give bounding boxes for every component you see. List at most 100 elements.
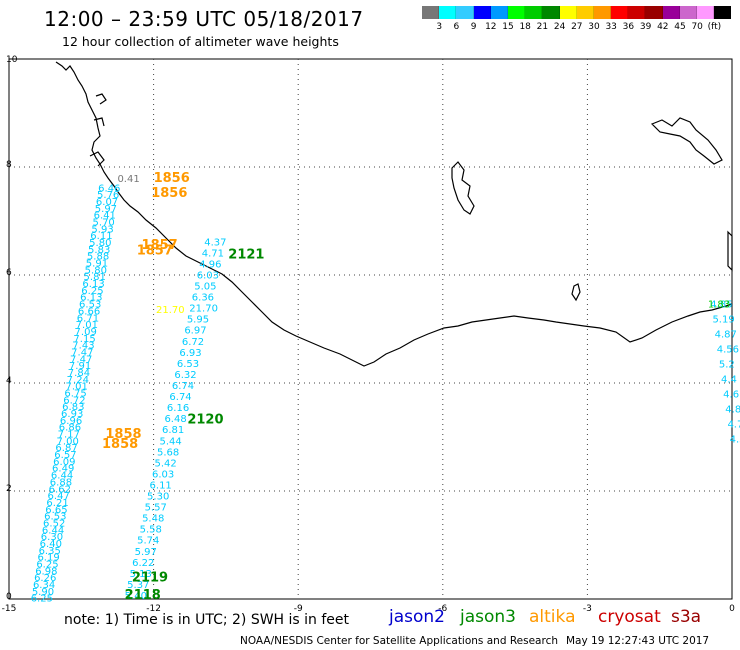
colorbar-label: 24 — [553, 22, 566, 32]
colorbar-label: 39 — [639, 22, 652, 32]
wave-height-value: 7.47 — [71, 347, 93, 358]
colorbar-label: 70 — [691, 22, 703, 32]
wave-height-value: 6.81 — [162, 425, 184, 436]
colorbar-swatch — [714, 6, 732, 19]
colorbar-swatch — [559, 6, 577, 19]
y-tick-label: 8 — [6, 160, 12, 170]
island-east — [650, 117, 723, 165]
wave-height-value: 5.44 — [159, 436, 181, 447]
wave-height-value: 7.09 — [75, 327, 97, 338]
wave-height-value: 5.93 — [91, 224, 113, 235]
x-tick-label: -3 — [583, 604, 592, 614]
wave-height-value: 5.80 — [89, 238, 111, 249]
wave-height-value: 21.70 — [189, 304, 218, 315]
coastline-detail-north — [89, 93, 107, 167]
colorbar-swatch — [628, 6, 646, 19]
wave-height-value: 6.34 — [33, 580, 55, 591]
colorbar-label: 36 — [622, 22, 635, 32]
wave-height-value: 7.24 — [67, 375, 89, 386]
wave-height-value: 6.66 — [78, 306, 100, 317]
wave-height-value: 6.52 — [43, 518, 65, 529]
x-tick-label: -15 — [2, 604, 17, 614]
wave-height-value: 6.48 — [164, 414, 186, 425]
wave-height-value: 6.41 — [94, 211, 116, 222]
y-tick-label: 6 — [6, 268, 12, 278]
wave-height-value: 7.47 — [70, 354, 92, 365]
wave-height-value: 6.32 — [174, 370, 196, 381]
colorbar-swatch — [697, 6, 715, 19]
colorbar-label: 45 — [674, 22, 686, 32]
x-tick-label: -12 — [146, 604, 161, 614]
y-axis-ticks: 0 2 4 6 8 10 — [6, 55, 18, 602]
wave-height-value: 4.5 — [730, 434, 740, 445]
wave-height-value: 6.74 — [169, 392, 191, 403]
wave-height-value: 6.21 — [46, 498, 68, 509]
wave-height-value: 6.03 — [152, 469, 174, 480]
wave-height-value: 5.88 — [87, 252, 109, 263]
wave-height-value: 5.91 — [86, 259, 108, 270]
wave-height-value: 6.93 — [61, 409, 83, 420]
colorbar-label: (ft) — [707, 22, 722, 32]
wave-height-value: 6.16 — [167, 403, 189, 414]
colorbar-swatch — [490, 6, 508, 19]
wave-height-value: 6.57 — [54, 450, 76, 461]
satellite-legend-s3a: s3a — [671, 607, 702, 627]
pass-time-2120: 2120 — [187, 413, 223, 428]
map-subtitle: 12 hour collection of altimeter wave hei… — [62, 34, 339, 49]
grid-lines — [9, 59, 732, 599]
pass-time-1856: 1856 — [154, 171, 190, 186]
colorbar-swatch — [593, 6, 612, 19]
colorbar-label: 15 — [502, 22, 514, 32]
wave-height-value: 5.58 — [140, 525, 162, 536]
wave-height-value: 7.00 — [57, 436, 79, 447]
wave-height-value: 6.72 — [63, 395, 85, 406]
coastline — [55, 61, 733, 367]
y-tick-label: 0 — [6, 592, 12, 602]
satellite-legend-altika: altika — [529, 607, 576, 627]
pass-time-1857: 1857 — [142, 238, 178, 253]
pass-time-2118: 2118 — [125, 588, 161, 603]
wave-height-value: 6.62 — [49, 484, 71, 495]
colorbar-swatch — [576, 6, 594, 19]
altimeter-tracks: 6.465.766.075.976.415.705.936.115.805.83… — [31, 183, 740, 604]
highlighted-values: 21.70 0.41 1.83 — [117, 174, 730, 316]
wave-height-value: 6.44 — [51, 471, 73, 482]
wave-height-value: 5.83 — [88, 245, 110, 256]
wave-height-value: 6.44 — [42, 525, 64, 536]
satellite-legend-jason3: jason3 — [460, 607, 516, 627]
wave-height-value: 6.65 — [45, 505, 67, 516]
colorbar-label: 12 — [485, 22, 497, 32]
wave-height-value: 4.56 — [717, 344, 739, 355]
colorbar-label: 30 — [588, 22, 600, 32]
pass-time-1856: 1856 — [151, 186, 187, 201]
wave-height-value: 5.19 — [712, 314, 734, 325]
satellite-legend-cryosat: cryosat — [598, 607, 661, 627]
y-tick-label: 4 — [6, 376, 12, 386]
colorbar-label: 18 — [519, 22, 531, 32]
wave-height-value: 6.83 — [62, 402, 84, 413]
colorbar-label: 6 — [453, 22, 460, 32]
wave-height-value: 4.87 — [715, 329, 737, 340]
wave-height-value: 6.13 — [80, 293, 102, 304]
wave-height-value: 7.17 — [58, 430, 80, 441]
colorbar-swatch — [645, 6, 663, 19]
wave-height-value: 7.15 — [73, 334, 95, 345]
wave-height-value: 6.93 — [179, 348, 201, 359]
wave-height-value: 6.26 — [34, 573, 56, 584]
wave-height-value: 5.40 — [125, 591, 147, 602]
y-tick-label: 2 — [6, 484, 12, 494]
wave-height-value: 6.35 — [39, 546, 61, 557]
wave-height-value: 6.53 — [177, 359, 199, 370]
x-tick-label: -9 — [294, 604, 303, 614]
wave-height-value: 5.13 — [130, 569, 152, 580]
wave-height-value: 4.37 — [204, 237, 226, 248]
wave-height-value: 5.90 — [32, 587, 54, 598]
wave-height-value: 5.95 — [187, 315, 209, 326]
green-top-right: 1.83 — [708, 299, 730, 310]
wave-height-colorbar — [422, 6, 732, 19]
wave-height-value: 6.30 — [41, 532, 63, 543]
colorbar-swatch — [611, 6, 629, 19]
wave-height-value: 6.72 — [182, 337, 204, 348]
